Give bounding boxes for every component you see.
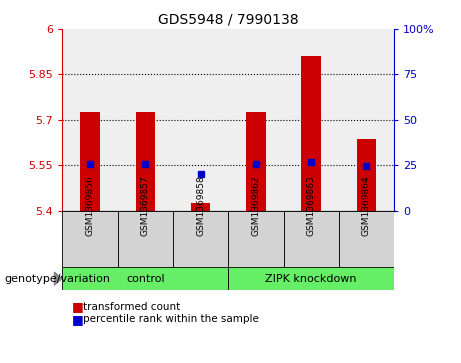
Text: GSM1369856: GSM1369856: [85, 175, 95, 236]
Text: ZIPK knockdown: ZIPK knockdown: [266, 274, 357, 284]
Bar: [173, 29, 228, 211]
Bar: [246, 112, 266, 211]
Text: percentile rank within the sample: percentile rank within the sample: [83, 314, 259, 325]
Title: GDS5948 / 7990138: GDS5948 / 7990138: [158, 12, 299, 26]
Bar: [191, 203, 210, 211]
Text: transformed count: transformed count: [83, 302, 180, 312]
Text: GSM1369857: GSM1369857: [141, 175, 150, 236]
Text: ■: ■: [71, 300, 83, 313]
Bar: [228, 267, 394, 290]
Text: GSM1369862: GSM1369862: [251, 175, 260, 236]
Text: GSM1369863: GSM1369863: [307, 175, 316, 236]
Bar: [228, 211, 284, 267]
Bar: [339, 29, 394, 211]
Bar: [62, 211, 118, 267]
Bar: [339, 211, 394, 267]
Bar: [80, 112, 100, 211]
Bar: [284, 29, 339, 211]
Bar: [228, 29, 284, 211]
Bar: [62, 29, 118, 211]
Bar: [173, 211, 228, 267]
Bar: [62, 267, 228, 290]
Text: GSM1369864: GSM1369864: [362, 175, 371, 236]
Bar: [301, 56, 321, 211]
Bar: [284, 211, 339, 267]
Text: GSM1369858: GSM1369858: [196, 175, 205, 236]
Bar: [118, 211, 173, 267]
Text: genotype/variation: genotype/variation: [5, 274, 111, 284]
Bar: [357, 139, 376, 211]
Bar: [136, 112, 155, 211]
Text: control: control: [126, 274, 165, 284]
Text: ■: ■: [71, 313, 83, 326]
Bar: [118, 29, 173, 211]
